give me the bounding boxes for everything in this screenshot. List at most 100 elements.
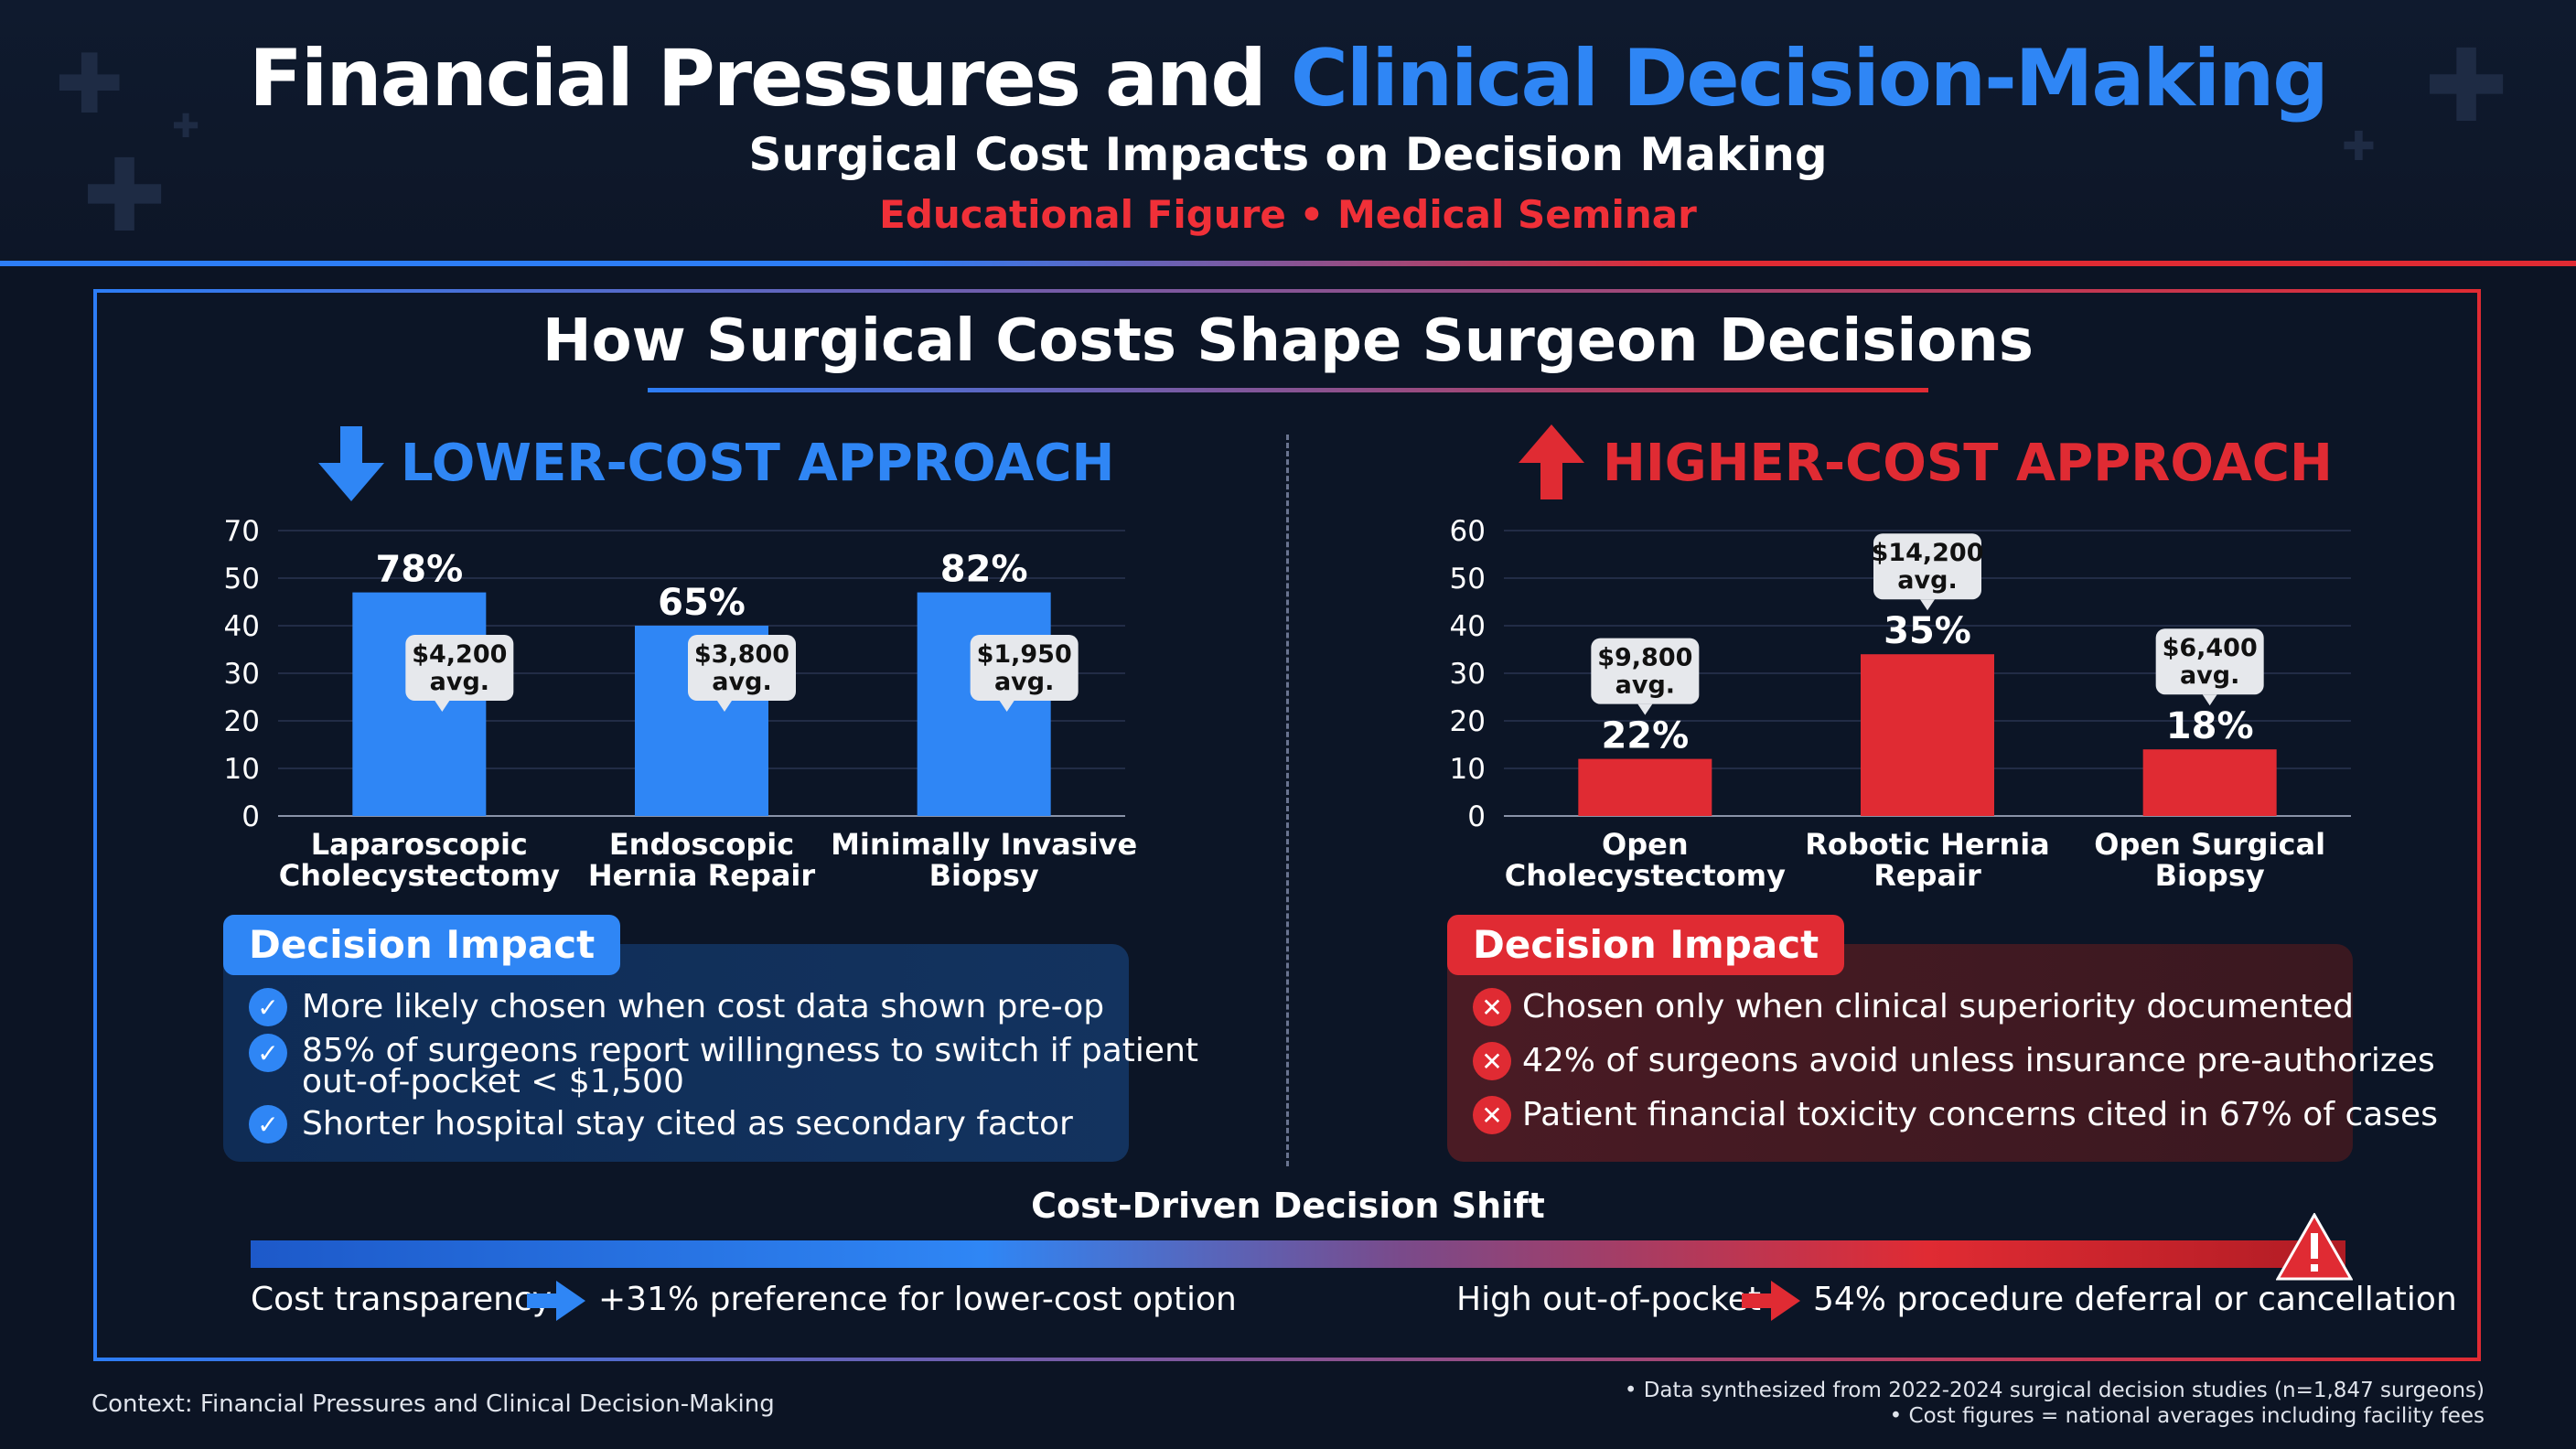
y-tick-label: 40 xyxy=(1450,610,1486,643)
higher-cost-heading: HIGHER-COST APPROACH xyxy=(1603,434,2333,493)
cost-label: $14,200 xyxy=(1872,539,1984,567)
y-tick-label: 20 xyxy=(224,705,260,738)
cost-label: avg. xyxy=(430,668,489,696)
footer-notes: • Data synthesized from 2022-2024 surgic… xyxy=(1625,1378,2485,1429)
lower-impact-item: Shorter hospital stay cited as secondary… xyxy=(302,1105,1073,1143)
cost-bubble xyxy=(688,635,796,701)
y-tick-label: 30 xyxy=(1450,658,1486,691)
data-label: 18% xyxy=(2166,705,2254,747)
panel-title-underline xyxy=(648,388,1928,392)
warning-triangle-icon xyxy=(2276,1213,2353,1281)
cost-bubble xyxy=(1591,638,1700,704)
y-tick-label: 70 xyxy=(224,515,260,548)
data-label: 35% xyxy=(1884,610,1971,652)
cost-label: avg. xyxy=(712,668,771,696)
cost-bubble xyxy=(2155,628,2264,695)
y-tick-label: 60 xyxy=(1450,515,1486,548)
bar xyxy=(917,592,1051,816)
check-circle-icon: ✓ xyxy=(249,1105,287,1143)
cost-bubble xyxy=(1873,533,1981,600)
x-tick-label: Minimally Invasive xyxy=(831,827,1137,862)
main-panel xyxy=(93,289,2481,1361)
higher-impact-item: Chosen only when clinical superiority do… xyxy=(1522,988,2355,1025)
x-tick-label: Open xyxy=(1602,827,1689,862)
cost-label: avg. xyxy=(2180,661,2239,690)
lower-impact-item: 85% of surgeons report willingness to sw… xyxy=(302,1032,1198,1069)
cost-label: avg. xyxy=(1615,671,1675,700)
y-tick-label: 30 xyxy=(224,658,260,691)
y-tick-label: 0 xyxy=(242,800,260,833)
lower-cost-impact-box xyxy=(223,944,1129,1162)
plus-decoration-icon: ✚ xyxy=(55,37,124,133)
cost-bubble-tail xyxy=(1637,703,1653,715)
plus-decoration-icon: ✚ xyxy=(2342,123,2376,170)
x-tick-label: Laparoscopic xyxy=(311,827,528,862)
cost-label: $9,800 xyxy=(1597,644,1692,672)
x-tick-label: Biopsy xyxy=(2155,858,2265,893)
shift-right-label: High out-of-pocket xyxy=(1456,1281,1762,1318)
cost-label: avg. xyxy=(994,668,1054,696)
lower-cost-chart: 0 10 20 30 40 50 70 78% LaparoscopicCholecystect… xyxy=(224,515,1138,893)
x-tick-label: Endoscopic xyxy=(609,827,794,862)
shift-right-result: 54% procedure deferral or cancellation xyxy=(1813,1281,2457,1318)
y-tick-label: 40 xyxy=(224,610,260,643)
footer-note: • Data synthesized from 2022-2024 surgic… xyxy=(1624,1379,2485,1402)
cost-label: $1,950 xyxy=(977,640,1072,669)
x-circle-icon: ✕ xyxy=(1473,1096,1511,1134)
y-tick-label: 50 xyxy=(224,563,260,596)
lower-cost-impact-title: Decision Impact xyxy=(223,915,621,975)
footer-note: • Cost figures = national averages inclu… xyxy=(1889,1404,2485,1428)
data-label: 78% xyxy=(375,549,463,591)
lower-impact-item: More likely chosen when cost data shown … xyxy=(302,988,1105,1025)
x-circle-icon: ✕ xyxy=(1473,1042,1511,1080)
higher-impact-item: 42% of surgeons avoid unless insurance p… xyxy=(1522,1042,2435,1079)
cost-bubble-tail xyxy=(435,701,450,712)
bar xyxy=(1578,758,1712,816)
data-label: 65% xyxy=(658,582,746,624)
x-tick-label: Repair xyxy=(1873,858,1981,893)
check-circle-icon: ✓ xyxy=(249,1034,287,1072)
y-tick-label: 0 xyxy=(1467,800,1486,833)
cost-label: $4,200 xyxy=(412,640,507,669)
bar xyxy=(352,592,487,816)
x-circle-icon: ✕ xyxy=(1473,988,1511,1026)
arrow-down-icon xyxy=(318,426,384,501)
cost-shift-gradient-bar xyxy=(251,1240,2345,1268)
header-divider xyxy=(0,261,2576,266)
y-tick-label: 10 xyxy=(224,753,260,786)
y-tick-label: 50 xyxy=(1450,563,1486,596)
cost-bubble xyxy=(970,635,1079,701)
cost-label: $6,400 xyxy=(2163,634,2258,662)
lower-cost-heading: LOWER-COST APPROACH xyxy=(401,434,1115,493)
y-tick-label: 10 xyxy=(1450,753,1486,786)
y-tick-label: 20 xyxy=(1450,705,1486,738)
bar xyxy=(1861,654,1994,816)
cost-bubble-tail xyxy=(999,701,1014,712)
shift-title: Cost-Driven Decision Shift xyxy=(1031,1186,1545,1226)
panel-title: How Surgical Costs Shape Surgeon Decisio… xyxy=(542,307,2034,375)
plus-decoration-icon: ✚ xyxy=(172,108,200,145)
lower-impact-item: out-of-pocket < $1,500 xyxy=(302,1063,684,1100)
x-tick-label: Open Surgical xyxy=(2094,827,2325,862)
arrow-right-icon xyxy=(1742,1281,1800,1321)
shift-left-label: Cost transparency xyxy=(251,1281,553,1318)
bar xyxy=(2142,749,2277,816)
higher-impact-item: Patient financial toxicity concerns cite… xyxy=(1522,1096,2438,1133)
cost-bubble-tail xyxy=(1920,599,1935,611)
section-divider xyxy=(1286,435,1289,1166)
higher-cost-impact-box xyxy=(1447,944,2353,1162)
shift-left-result: +31% preference for lower-cost option xyxy=(598,1281,1237,1318)
cost-bubble xyxy=(405,635,514,701)
cost-label: $3,800 xyxy=(694,640,789,669)
x-tick-label: Biopsy xyxy=(929,858,1039,893)
cost-bubble-tail xyxy=(2202,694,2217,706)
cost-label: avg. xyxy=(1897,566,1957,595)
arrow-up-icon xyxy=(1519,424,1584,499)
page-tagline: Educational Figure • Medical Seminar xyxy=(879,192,1697,237)
check-circle-icon: ✓ xyxy=(249,988,287,1026)
higher-cost-impact-title: Decision Impact xyxy=(1447,915,1845,975)
x-tick-label: Cholecystectomy xyxy=(1505,858,1786,893)
header: ✚ ✚ ✚ ✚ ✚ xyxy=(0,0,2576,265)
footer-context: Context: Financial Pressures and Clinica… xyxy=(91,1390,775,1418)
